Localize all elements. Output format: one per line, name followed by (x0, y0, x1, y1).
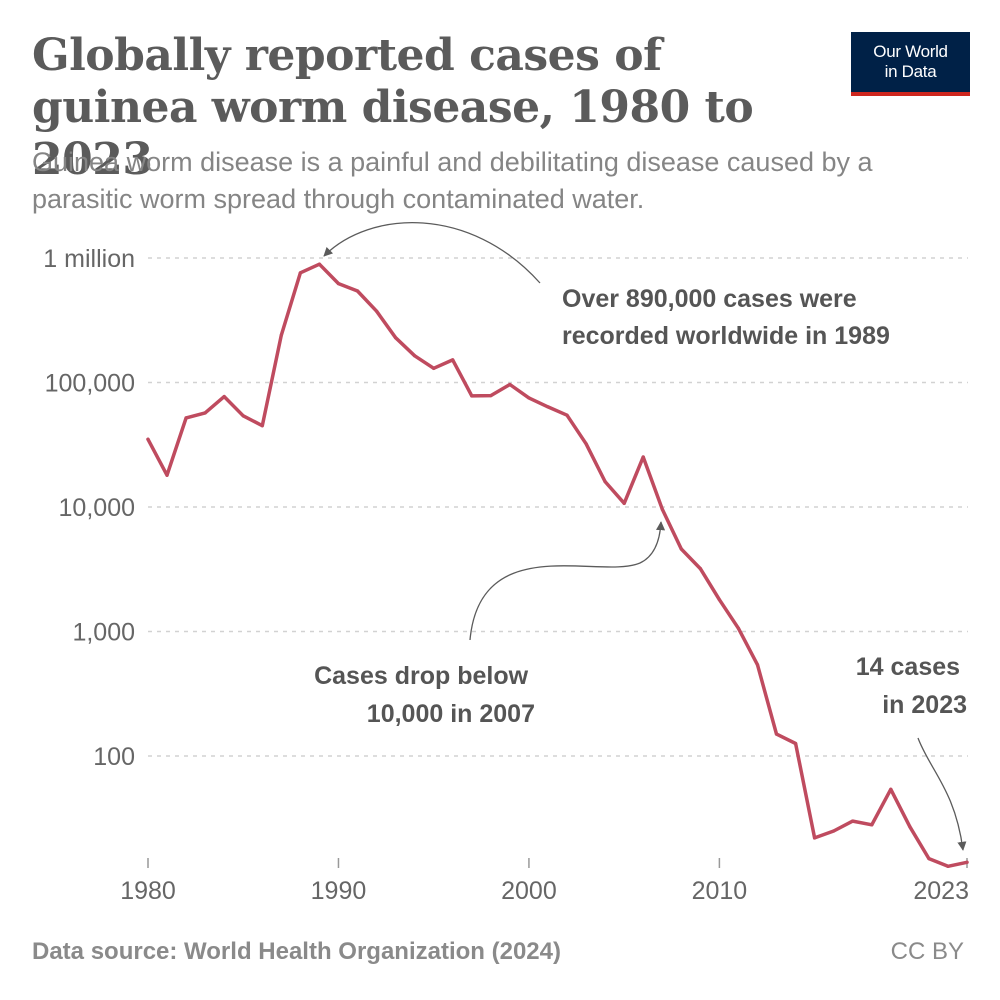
x-tick-label: 2010 (692, 877, 748, 905)
data-point-2022 (946, 864, 950, 868)
data-point-1992 (374, 309, 379, 313)
chart-subtitle: Guinea worm disease is a painful and deb… (32, 147, 873, 214)
y-tick-label: 100 (93, 743, 135, 771)
y-tick-label: 1 million (43, 245, 135, 273)
x-tick-label: 1990 (311, 877, 367, 905)
y-tick-label: 10,000 (59, 494, 135, 522)
annotation-2007: Cases drop below 10,000 in 2007 (314, 662, 535, 728)
data-point-1987 (279, 333, 283, 337)
y-axis-ticks: 1 million 100,000 10,000 1,000 100 (43, 245, 135, 771)
data-point-1980 (146, 437, 150, 441)
data-point-2007 (660, 507, 664, 511)
data-point-2015 (813, 836, 817, 840)
data-point-1991 (355, 289, 360, 293)
x-axis-ticks: 1980 1990 2000 2010 2023 (120, 858, 969, 905)
annotation-2023: 14 cases in 2023 (856, 653, 967, 719)
data-point-2013 (774, 732, 779, 736)
data-point-2002 (565, 413, 569, 417)
license-link[interactable]: CC BY (890, 938, 964, 965)
annotation-arrow-2007 (469, 521, 666, 641)
data-point-1990 (336, 281, 341, 286)
data-point-2017 (851, 819, 855, 823)
data-point-2006 (641, 455, 645, 459)
data-point-2019 (889, 787, 893, 791)
data-point-1981 (165, 473, 169, 477)
x-tick-label: 2023 (913, 877, 969, 905)
annotation-1989: Over 890,000 cases were recorded worldwi… (562, 285, 890, 350)
data-point-2008 (679, 547, 683, 551)
chart-title: Globally reported cases of guinea worm d… (32, 30, 754, 185)
data-point-1994 (413, 354, 417, 358)
data-point-1983 (203, 411, 207, 415)
y-tick-label: 1,000 (72, 619, 135, 647)
data-point-1999 (508, 382, 512, 387)
series-line-cases[interactable] (146, 262, 969, 869)
gridlines (148, 257, 968, 757)
data-point-1988 (298, 271, 302, 275)
annotation-arrow-1989 (323, 222, 541, 284)
owid-logo[interactable]: Our World in Data (851, 32, 970, 96)
data-points (146, 262, 969, 868)
y-tick-label: 100,000 (45, 370, 135, 398)
data-point-2005 (622, 501, 626, 505)
annotation-arrow-2023 (917, 737, 967, 851)
data-point-2018 (870, 823, 874, 827)
data-point-2016 (832, 829, 836, 833)
data-point-1986 (260, 424, 264, 428)
x-tick-label: 2000 (501, 877, 557, 905)
data-point-2001 (546, 405, 550, 409)
data-point-1998 (489, 393, 493, 398)
x-tick-label: 1980 (120, 877, 176, 905)
logo-line-2: in Data (884, 62, 937, 81)
data-point-2003 (584, 442, 588, 446)
data-point-1997 (470, 394, 474, 398)
data-point-2010 (717, 598, 721, 602)
data-point-2021 (927, 856, 931, 861)
data-point-2011 (736, 626, 741, 630)
data-point-2020 (908, 825, 912, 829)
data-point-2014 (793, 741, 798, 746)
data-point-1993 (394, 336, 398, 340)
data-point-1985 (241, 414, 245, 418)
data-point-1989 (317, 262, 322, 266)
data-point-2004 (603, 479, 607, 484)
data-point-1982 (184, 416, 188, 420)
data-source: Data source: World Health Organization (… (32, 938, 561, 965)
data-point-1995 (432, 366, 436, 370)
data-point-1984 (222, 395, 226, 399)
data-point-2009 (698, 567, 702, 571)
data-point-1996 (451, 358, 455, 362)
logo-line-1: Our World (873, 42, 948, 61)
data-point-2000 (527, 396, 531, 400)
data-point-2012 (755, 663, 760, 667)
data-point-2023 (965, 860, 969, 864)
